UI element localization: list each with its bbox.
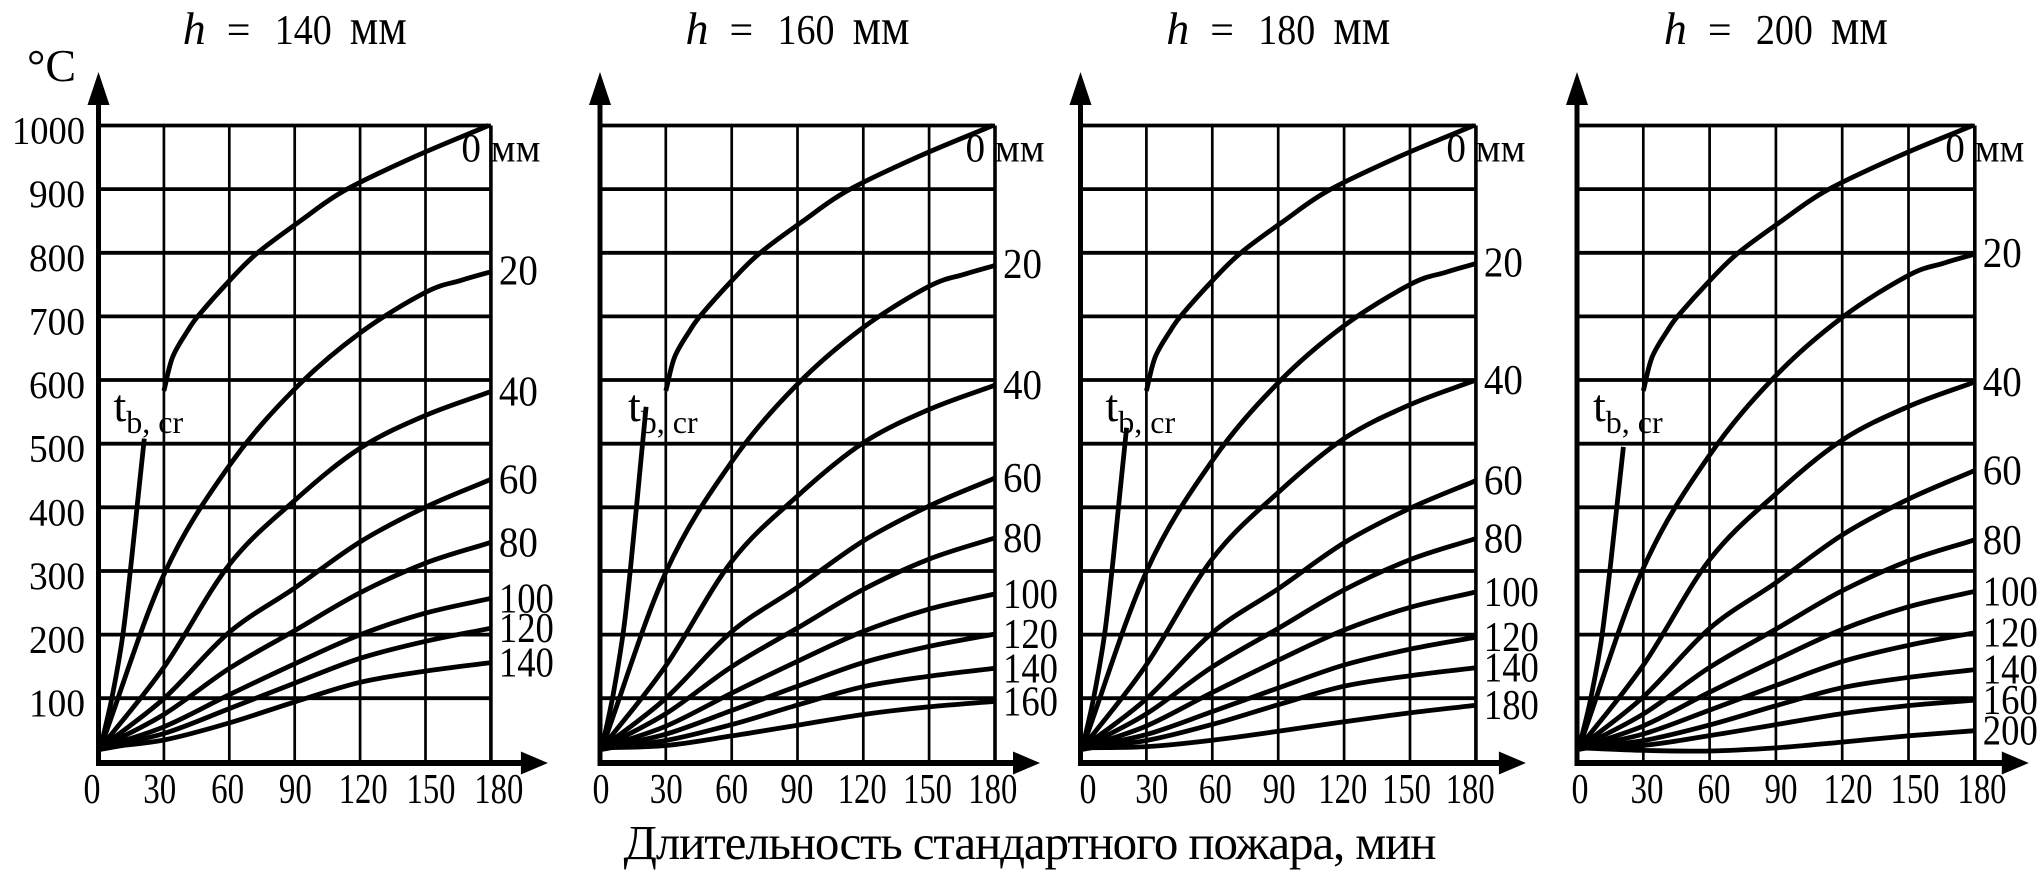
svg-text:600: 600 [29,364,85,407]
svg-text:°C: °C [27,40,76,91]
svg-text:150: 150 [1382,767,1431,813]
svg-text:140: 140 [1484,646,1539,692]
svg-text:90: 90 [279,767,312,813]
svg-text:90: 90 [1765,767,1798,813]
svg-text:150: 150 [407,767,456,813]
svg-text:30: 30 [1631,767,1664,813]
svg-text:40: 40 [1003,363,1042,409]
svg-text:180: 180 [1958,767,2007,813]
svg-text:0 мм: 0 мм [1446,126,1525,171]
svg-text:120: 120 [339,767,388,813]
svg-text:700: 700 [29,300,85,343]
svg-text:180: 180 [474,767,523,813]
svg-text:40: 40 [1983,360,2022,406]
svg-text:100: 100 [1983,569,2038,615]
svg-text:180: 180 [1446,767,1495,813]
svg-text:80: 80 [1003,516,1042,562]
svg-text:120: 120 [499,606,554,652]
svg-text:100: 100 [499,576,554,622]
svg-text:Длительность стандартного пожа: Длительность стандартного пожара, мин [624,815,1437,870]
svg-text:0 мм: 0 мм [1945,126,2024,171]
svg-text:120: 120 [1484,615,1539,661]
svg-text:0: 0 [1572,767,1589,813]
svg-text:90: 90 [780,767,813,813]
svg-text:800: 800 [29,237,85,280]
svg-text:40: 40 [499,370,538,416]
svg-text:60: 60 [1199,767,1232,813]
svg-text:200: 200 [29,619,85,662]
svg-text:400: 400 [29,491,85,534]
svg-text:300: 300 [29,555,85,598]
svg-text:30: 30 [143,767,176,813]
svg-text:20: 20 [1983,231,2022,277]
svg-text:100: 100 [29,682,85,725]
svg-text:160: 160 [1983,678,2038,724]
svg-text:140: 140 [1983,648,2038,694]
svg-text:180: 180 [968,767,1017,813]
svg-text:60: 60 [1698,767,1731,813]
svg-text:60: 60 [1484,459,1523,505]
svg-text:80: 80 [1484,517,1523,563]
svg-text:80: 80 [1983,518,2022,564]
svg-text:100: 100 [1484,570,1539,616]
svg-text:60: 60 [211,767,244,813]
svg-text:500: 500 [29,428,85,471]
svg-text:100: 100 [1003,572,1058,618]
svg-text:1000: 1000 [12,110,85,153]
svg-text:80: 80 [499,520,538,566]
svg-text:150: 150 [903,767,952,813]
svg-text:90: 90 [1263,767,1296,813]
svg-text:30: 30 [1135,767,1168,813]
svg-text:60: 60 [1983,448,2022,494]
svg-text:0: 0 [84,767,101,813]
svg-text:0 мм: 0 мм [461,126,540,171]
svg-text:120: 120 [1983,611,2038,657]
svg-text:60: 60 [499,457,538,503]
svg-text:140: 140 [499,641,554,687]
svg-text:200: 200 [1983,709,2038,755]
svg-text:120: 120 [1318,767,1367,813]
svg-text:120: 120 [1003,612,1058,658]
svg-text:20: 20 [1484,240,1523,286]
svg-text:120: 120 [838,767,887,813]
svg-text:150: 150 [1891,767,1940,813]
svg-text:20: 20 [1003,242,1042,288]
svg-text:30: 30 [650,767,683,813]
svg-text:40: 40 [1484,358,1523,404]
svg-text:140: 140 [1003,646,1058,692]
svg-text:0: 0 [593,767,610,813]
svg-text:60: 60 [715,767,748,813]
svg-text:160: 160 [1003,679,1058,725]
svg-text:0: 0 [1080,767,1097,813]
svg-text:900: 900 [29,173,85,216]
svg-text:60: 60 [1003,456,1042,502]
svg-text:180: 180 [1484,683,1539,729]
svg-text:120: 120 [1824,767,1873,813]
svg-text:0 мм: 0 мм [966,126,1045,171]
svg-text:20: 20 [499,249,538,295]
